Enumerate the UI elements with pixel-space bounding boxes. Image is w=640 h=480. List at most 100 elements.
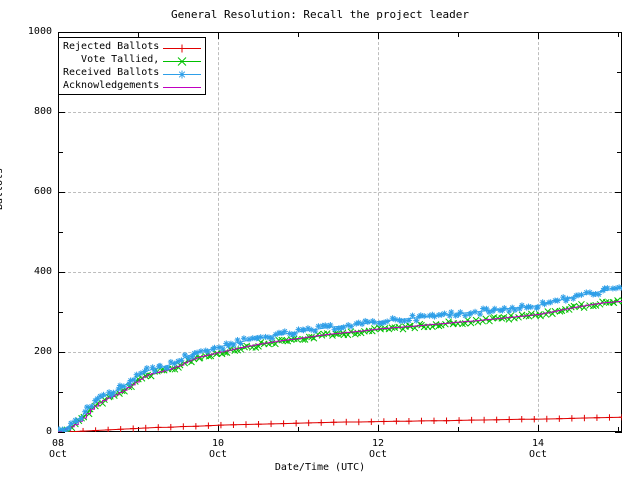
data-point-marker — [348, 323, 355, 330]
data-point-marker — [157, 362, 164, 369]
y-tick-label: 800 — [33, 106, 52, 117]
x-tick-label: 14 Oct — [508, 438, 568, 460]
data-point-marker — [405, 317, 412, 324]
horizontal-gridline — [58, 112, 622, 113]
legend-item-label: Rejected Ballots — [63, 41, 160, 52]
data-point-marker — [217, 421, 225, 429]
y-axis-minor-tick — [617, 312, 622, 313]
data-point-marker — [443, 417, 450, 424]
y-axis-minor-tick — [617, 152, 622, 153]
x-axis-minor-tick — [618, 427, 619, 432]
data-point-marker — [92, 427, 99, 432]
legend-key-icon — [163, 57, 202, 66]
data-point-marker — [100, 391, 107, 398]
data-point-marker — [269, 335, 276, 342]
series-acknowledgements — [58, 301, 622, 432]
x-tick-month: Oct — [528, 449, 548, 460]
y-axis-tick — [58, 352, 65, 353]
data-point-marker — [485, 309, 492, 316]
data-point-marker — [506, 416, 513, 423]
horizontal-gridline — [58, 272, 622, 273]
legend-item-label: Acknowledgements — [63, 80, 160, 91]
chart-legend: Rejected Ballots Vote Tallied, Received Ba… — [58, 37, 207, 95]
data-point-marker — [141, 368, 148, 375]
y-axis-title: Ballots — [0, 167, 5, 210]
data-point-marker — [578, 291, 585, 298]
data-point-marker — [384, 318, 391, 325]
data-point-marker — [581, 414, 588, 422]
data-point-marker — [527, 310, 535, 318]
legend-key-icon — [163, 70, 202, 79]
y-axis-tick — [615, 112, 622, 113]
data-point-marker — [558, 307, 566, 315]
data-point-marker — [73, 418, 80, 425]
data-point-marker — [543, 415, 550, 423]
data-point-marker — [457, 309, 464, 316]
plot-area — [58, 32, 622, 433]
data-point-marker — [595, 291, 602, 298]
x-axis-minor-tick — [458, 32, 459, 37]
y-axis-tick — [58, 432, 65, 433]
data-point-marker — [409, 312, 416, 319]
data-point-marker — [472, 308, 479, 315]
legend-item: Rejected Ballots — [63, 40, 202, 53]
data-point-marker — [318, 419, 325, 426]
data-point-marker — [62, 428, 69, 432]
data-point-marker — [441, 310, 448, 317]
data-point-marker — [292, 420, 300, 427]
x-axis-tick — [378, 32, 379, 39]
data-point-marker — [275, 336, 283, 344]
data-point-marker — [401, 318, 408, 325]
data-point-marker — [331, 326, 338, 333]
data-point-marker — [230, 421, 237, 429]
y-axis-minor-tick — [58, 392, 63, 393]
data-point-marker — [614, 297, 621, 304]
data-point-marker — [618, 414, 622, 421]
data-point-marker — [554, 297, 561, 304]
data-point-marker — [518, 302, 525, 309]
y-axis-minor-tick — [58, 312, 63, 313]
x-tick-label: 08 Oct — [28, 438, 88, 460]
data-point-marker — [189, 353, 196, 360]
data-point-marker — [371, 319, 378, 326]
data-point-marker — [442, 320, 449, 328]
legend-item: Vote Tallied, — [63, 53, 202, 66]
horizontal-gridline — [58, 192, 622, 193]
data-point-marker — [515, 313, 522, 321]
vertical-gridline — [538, 32, 539, 432]
x-axis-tick — [218, 32, 219, 39]
x-axis-minor-tick — [298, 427, 299, 432]
data-point-marker — [593, 414, 601, 421]
x-tick-label: 12 Oct — [348, 438, 408, 460]
y-axis-tick — [615, 352, 622, 353]
data-point-marker — [568, 415, 576, 422]
data-point-marker — [468, 416, 475, 424]
series-line — [58, 301, 622, 432]
data-point-marker — [312, 328, 319, 335]
data-point-marker — [305, 419, 312, 427]
y-axis-tick — [58, 192, 65, 193]
data-point-marker — [142, 424, 149, 432]
horizontal-gridline — [58, 352, 622, 353]
x-tick-day: 14 — [531, 438, 545, 449]
data-point-marker — [295, 326, 302, 333]
x-axis-title: Date/Time (UTC) — [274, 462, 366, 473]
data-point-marker — [323, 330, 331, 337]
data-point-marker — [493, 416, 500, 424]
data-point-marker — [155, 424, 162, 431]
data-point-marker — [242, 421, 250, 428]
data-point-marker — [117, 426, 124, 432]
data-point-marker — [104, 426, 112, 432]
chart-title: General Resolution: Recall the project l… — [170, 8, 469, 21]
legend-item: Received Ballots — [63, 66, 202, 79]
data-point-marker — [455, 417, 463, 424]
series-rejected-ballots — [58, 414, 622, 432]
y-axis-minor-tick — [58, 152, 63, 153]
x-axis-minor-tick — [458, 427, 459, 432]
data-point-marker — [448, 309, 455, 316]
legend-item: Acknowledgements — [63, 79, 202, 92]
data-point-marker — [138, 374, 146, 382]
data-point-marker — [230, 341, 237, 348]
y-axis-minor-tick — [617, 72, 622, 73]
data-point-marker — [476, 311, 483, 318]
